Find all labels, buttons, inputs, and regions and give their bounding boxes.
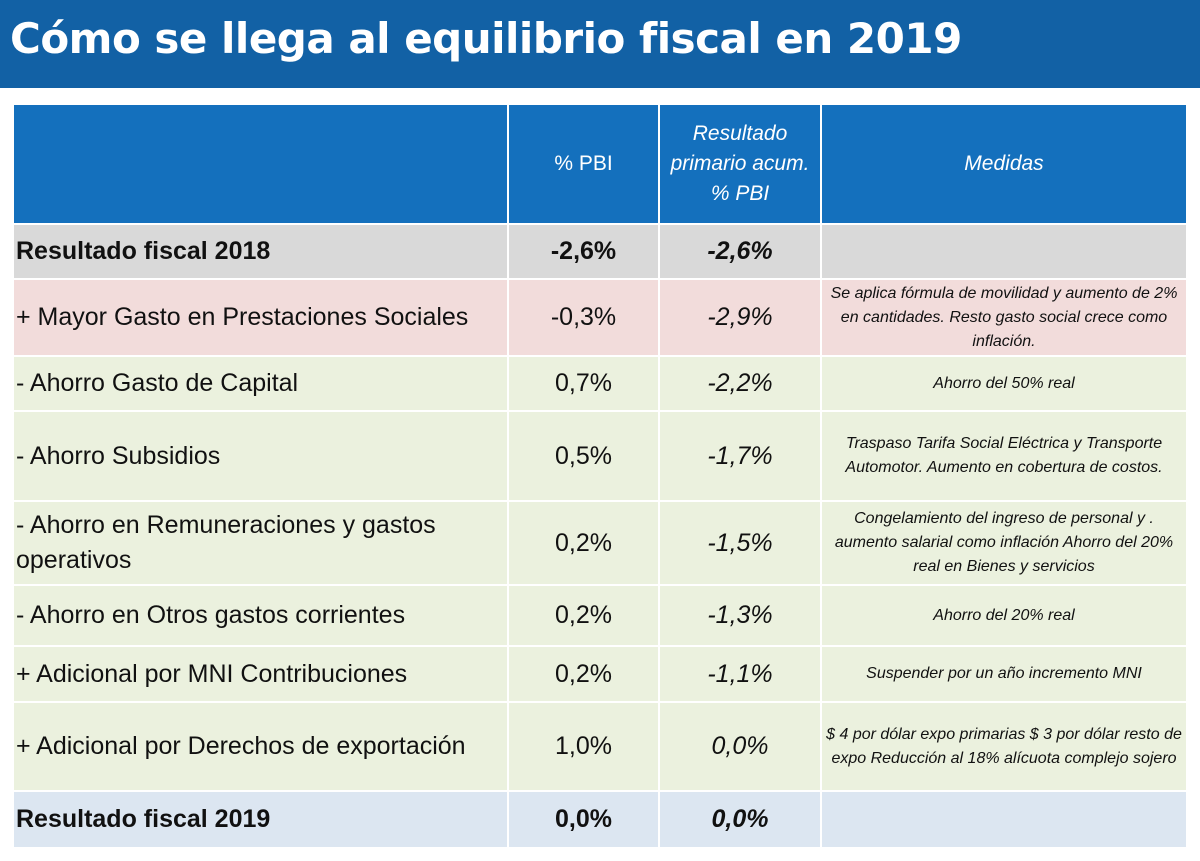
row-concept: - Ahorro Subsidios: [14, 412, 507, 500]
table-row: Resultado fiscal 2019 0,0% 0,0%: [14, 792, 1186, 847]
header-resultado: Resultado primario acum. % PBI: [660, 105, 820, 223]
row-acum: -2,9%: [660, 280, 820, 355]
row-medidas: Ahorro del 50% real: [822, 357, 1186, 410]
row-concept: + Adicional por Derechos de exportación: [14, 703, 507, 790]
page-title: Cómo se llega al equilibrio fiscal en 20…: [10, 14, 962, 63]
table-row: + Mayor Gasto en Prestaciones Sociales -…: [14, 280, 1186, 355]
header-medidas: Medidas: [822, 105, 1186, 223]
row-acum: -1,7%: [660, 412, 820, 500]
title-bar: Cómo se llega al equilibrio fiscal en 20…: [0, 0, 1200, 88]
row-pct-pbi: 1,0%: [509, 703, 658, 790]
header-row: % PBI Resultado primario acum. % PBI Med…: [14, 105, 1186, 223]
row-medidas: [822, 792, 1186, 847]
row-acum: -1,3%: [660, 586, 820, 645]
table-row: + Adicional por Derechos de exportación …: [14, 703, 1186, 790]
row-medidas: Se aplica fórmula de movilidad y aumento…: [822, 280, 1186, 355]
fiscal-table: % PBI Resultado primario acum. % PBI Med…: [12, 103, 1188, 849]
row-concept: - Ahorro en Remuneraciones y gastos oper…: [14, 502, 507, 584]
row-concept: - Ahorro en Otros gastos corrientes: [14, 586, 507, 645]
header-pct-pbi: % PBI: [509, 105, 658, 223]
row-medidas: Suspender por un año incremento MNI: [822, 647, 1186, 701]
row-medidas: Ahorro del 20% real: [822, 586, 1186, 645]
row-acum: -2,2%: [660, 357, 820, 410]
row-pct-pbi: 0,5%: [509, 412, 658, 500]
row-acum: 0,0%: [660, 792, 820, 847]
row-pct-pbi: 0,2%: [509, 586, 658, 645]
row-pct-pbi: -2,6%: [509, 225, 658, 278]
row-concept: Resultado fiscal 2019: [14, 792, 507, 847]
row-acum: -1,1%: [660, 647, 820, 701]
row-pct-pbi: 0,0%: [509, 792, 658, 847]
table-row: - Ahorro Subsidios 0,5% -1,7% Traspaso T…: [14, 412, 1186, 500]
row-concept: - Ahorro Gasto de Capital: [14, 357, 507, 410]
row-pct-pbi: 0,7%: [509, 357, 658, 410]
row-concept: + Mayor Gasto en Prestaciones Sociales: [14, 280, 507, 355]
header-concept: [14, 105, 507, 223]
table-row: Resultado fiscal 2018 -2,6% -2,6%: [14, 225, 1186, 278]
row-pct-pbi: 0,2%: [509, 502, 658, 584]
table-row: - Ahorro en Otros gastos corrientes 0,2%…: [14, 586, 1186, 645]
row-medidas: Congelamiento del ingreso de personal y …: [822, 502, 1186, 584]
row-acum: -2,6%: [660, 225, 820, 278]
row-concept: + Adicional por MNI Contribuciones: [14, 647, 507, 701]
row-concept: Resultado fiscal 2018: [14, 225, 507, 278]
row-medidas: [822, 225, 1186, 278]
row-medidas: $ 4 por dólar expo primarias $ 3 por dól…: [822, 703, 1186, 790]
row-pct-pbi: -0,3%: [509, 280, 658, 355]
row-acum: 0,0%: [660, 703, 820, 790]
row-acum: -1,5%: [660, 502, 820, 584]
table-row: + Adicional por MNI Contribuciones 0,2% …: [14, 647, 1186, 701]
row-pct-pbi: 0,2%: [509, 647, 658, 701]
row-medidas: Traspaso Tarifa Social Eléctrica y Trans…: [822, 412, 1186, 500]
table-row: - Ahorro Gasto de Capital 0,7% -2,2% Aho…: [14, 357, 1186, 410]
table-row: - Ahorro en Remuneraciones y gastos oper…: [14, 502, 1186, 584]
